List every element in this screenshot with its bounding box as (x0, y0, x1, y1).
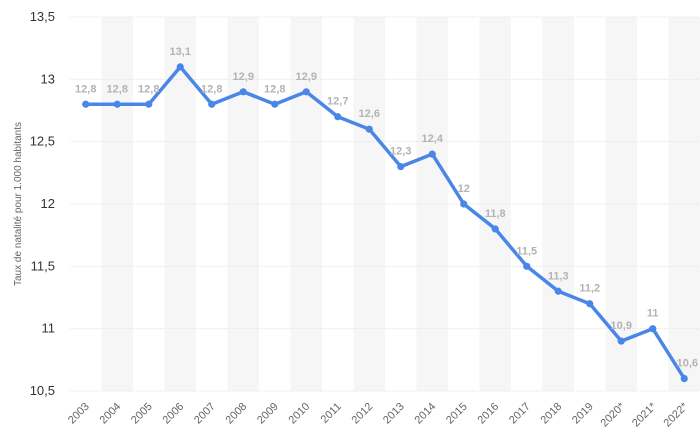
data-label: 12,6 (359, 108, 380, 120)
data-point (617, 337, 625, 345)
data-points (82, 63, 688, 383)
data-point (365, 125, 373, 133)
data-point (113, 100, 121, 108)
y-tick-label: 12,5 (30, 134, 55, 149)
gridlines (70, 16, 700, 392)
data-point (334, 113, 342, 121)
y-tick-label: 13,5 (30, 9, 55, 24)
data-point (491, 225, 499, 233)
x-tick-label: 2019 (570, 401, 596, 427)
data-label: 11,5 (516, 245, 537, 257)
data-label: 12,8 (201, 83, 222, 95)
x-tick-label: 2004 (98, 401, 124, 427)
data-labels: 12,8 12,8 12,8 13,1 12,8 12,9 12,8 12,9 12,7 12,6… (75, 46, 698, 370)
x-tick-label: 2017 (507, 401, 533, 427)
data-label: 11,8 (485, 208, 506, 220)
data-label: 12,9 (296, 71, 317, 83)
x-tick-label: 2022* (662, 400, 691, 429)
x-tick-label: 2009 (255, 401, 281, 427)
y-axis-ticks: 13,5 13 12,5 12 11,5 11 10,5 (30, 9, 55, 398)
x-tick-label: 2012 (350, 401, 376, 427)
data-point (145, 100, 153, 108)
data-point (523, 262, 531, 270)
data-point (82, 100, 90, 108)
x-tick-label: 2021* (630, 400, 659, 429)
data-label: 11,3 (548, 270, 569, 282)
data-point (428, 150, 436, 158)
y-tick-label: 11 (42, 321, 56, 336)
data-label: 12,3 (390, 146, 411, 158)
x-tick-label: 2006 (161, 401, 187, 427)
data-point (239, 88, 247, 96)
x-tick-label: 2016 (476, 401, 502, 427)
y-tick-label: 13 (41, 71, 55, 86)
data-label: 11 (647, 308, 659, 320)
y-tick-label: 10,5 (30, 383, 55, 398)
data-point (554, 287, 562, 295)
data-point (302, 88, 310, 96)
data-label: 12,8 (75, 83, 96, 95)
x-axis-ticks: 2003 2004 2005 2006 2007 2008 2009 2010 2011 2012… (66, 400, 691, 429)
data-label: 12,8 (264, 83, 285, 95)
data-point (649, 325, 657, 333)
y-tick-label: 12 (41, 196, 55, 211)
x-tick-label: 2013 (381, 401, 407, 427)
x-tick-label: 2010 (287, 401, 313, 427)
x-tick-label: 2005 (129, 401, 155, 427)
data-point (586, 300, 594, 308)
data-label: 13,1 (170, 46, 191, 58)
data-point (460, 200, 468, 208)
series-line (84, 65, 687, 381)
x-tick-label: 2008 (224, 401, 250, 427)
data-point (680, 374, 688, 383)
data-label: 12,7 (327, 96, 348, 108)
x-tick-label: 2020* (599, 400, 628, 429)
data-label: 12,8 (138, 83, 159, 95)
data-label: 12 (458, 183, 470, 195)
data-label: 12,8 (107, 83, 128, 95)
data-label: 11,2 (579, 283, 600, 295)
data-point (271, 100, 279, 108)
x-tick-label: 2007 (192, 401, 218, 427)
data-label: 12,4 (422, 133, 444, 145)
x-tick-label: 2018 (539, 401, 565, 427)
y-axis-label: Taux de natalité pour 1.000 habitants (13, 122, 24, 286)
data-label: 10,6 (677, 358, 698, 370)
data-label: 10,9 (611, 320, 632, 332)
x-tick-label: 2011 (319, 401, 344, 426)
data-point (397, 163, 405, 171)
data-point (208, 100, 216, 108)
data-point (176, 63, 184, 71)
x-tick-label: 2014 (413, 401, 439, 427)
x-tick-label: 2003 (66, 401, 92, 427)
y-tick-label: 11,5 (31, 258, 55, 273)
x-tick-label: 2015 (444, 401, 470, 427)
data-label: 12,9 (233, 71, 254, 83)
